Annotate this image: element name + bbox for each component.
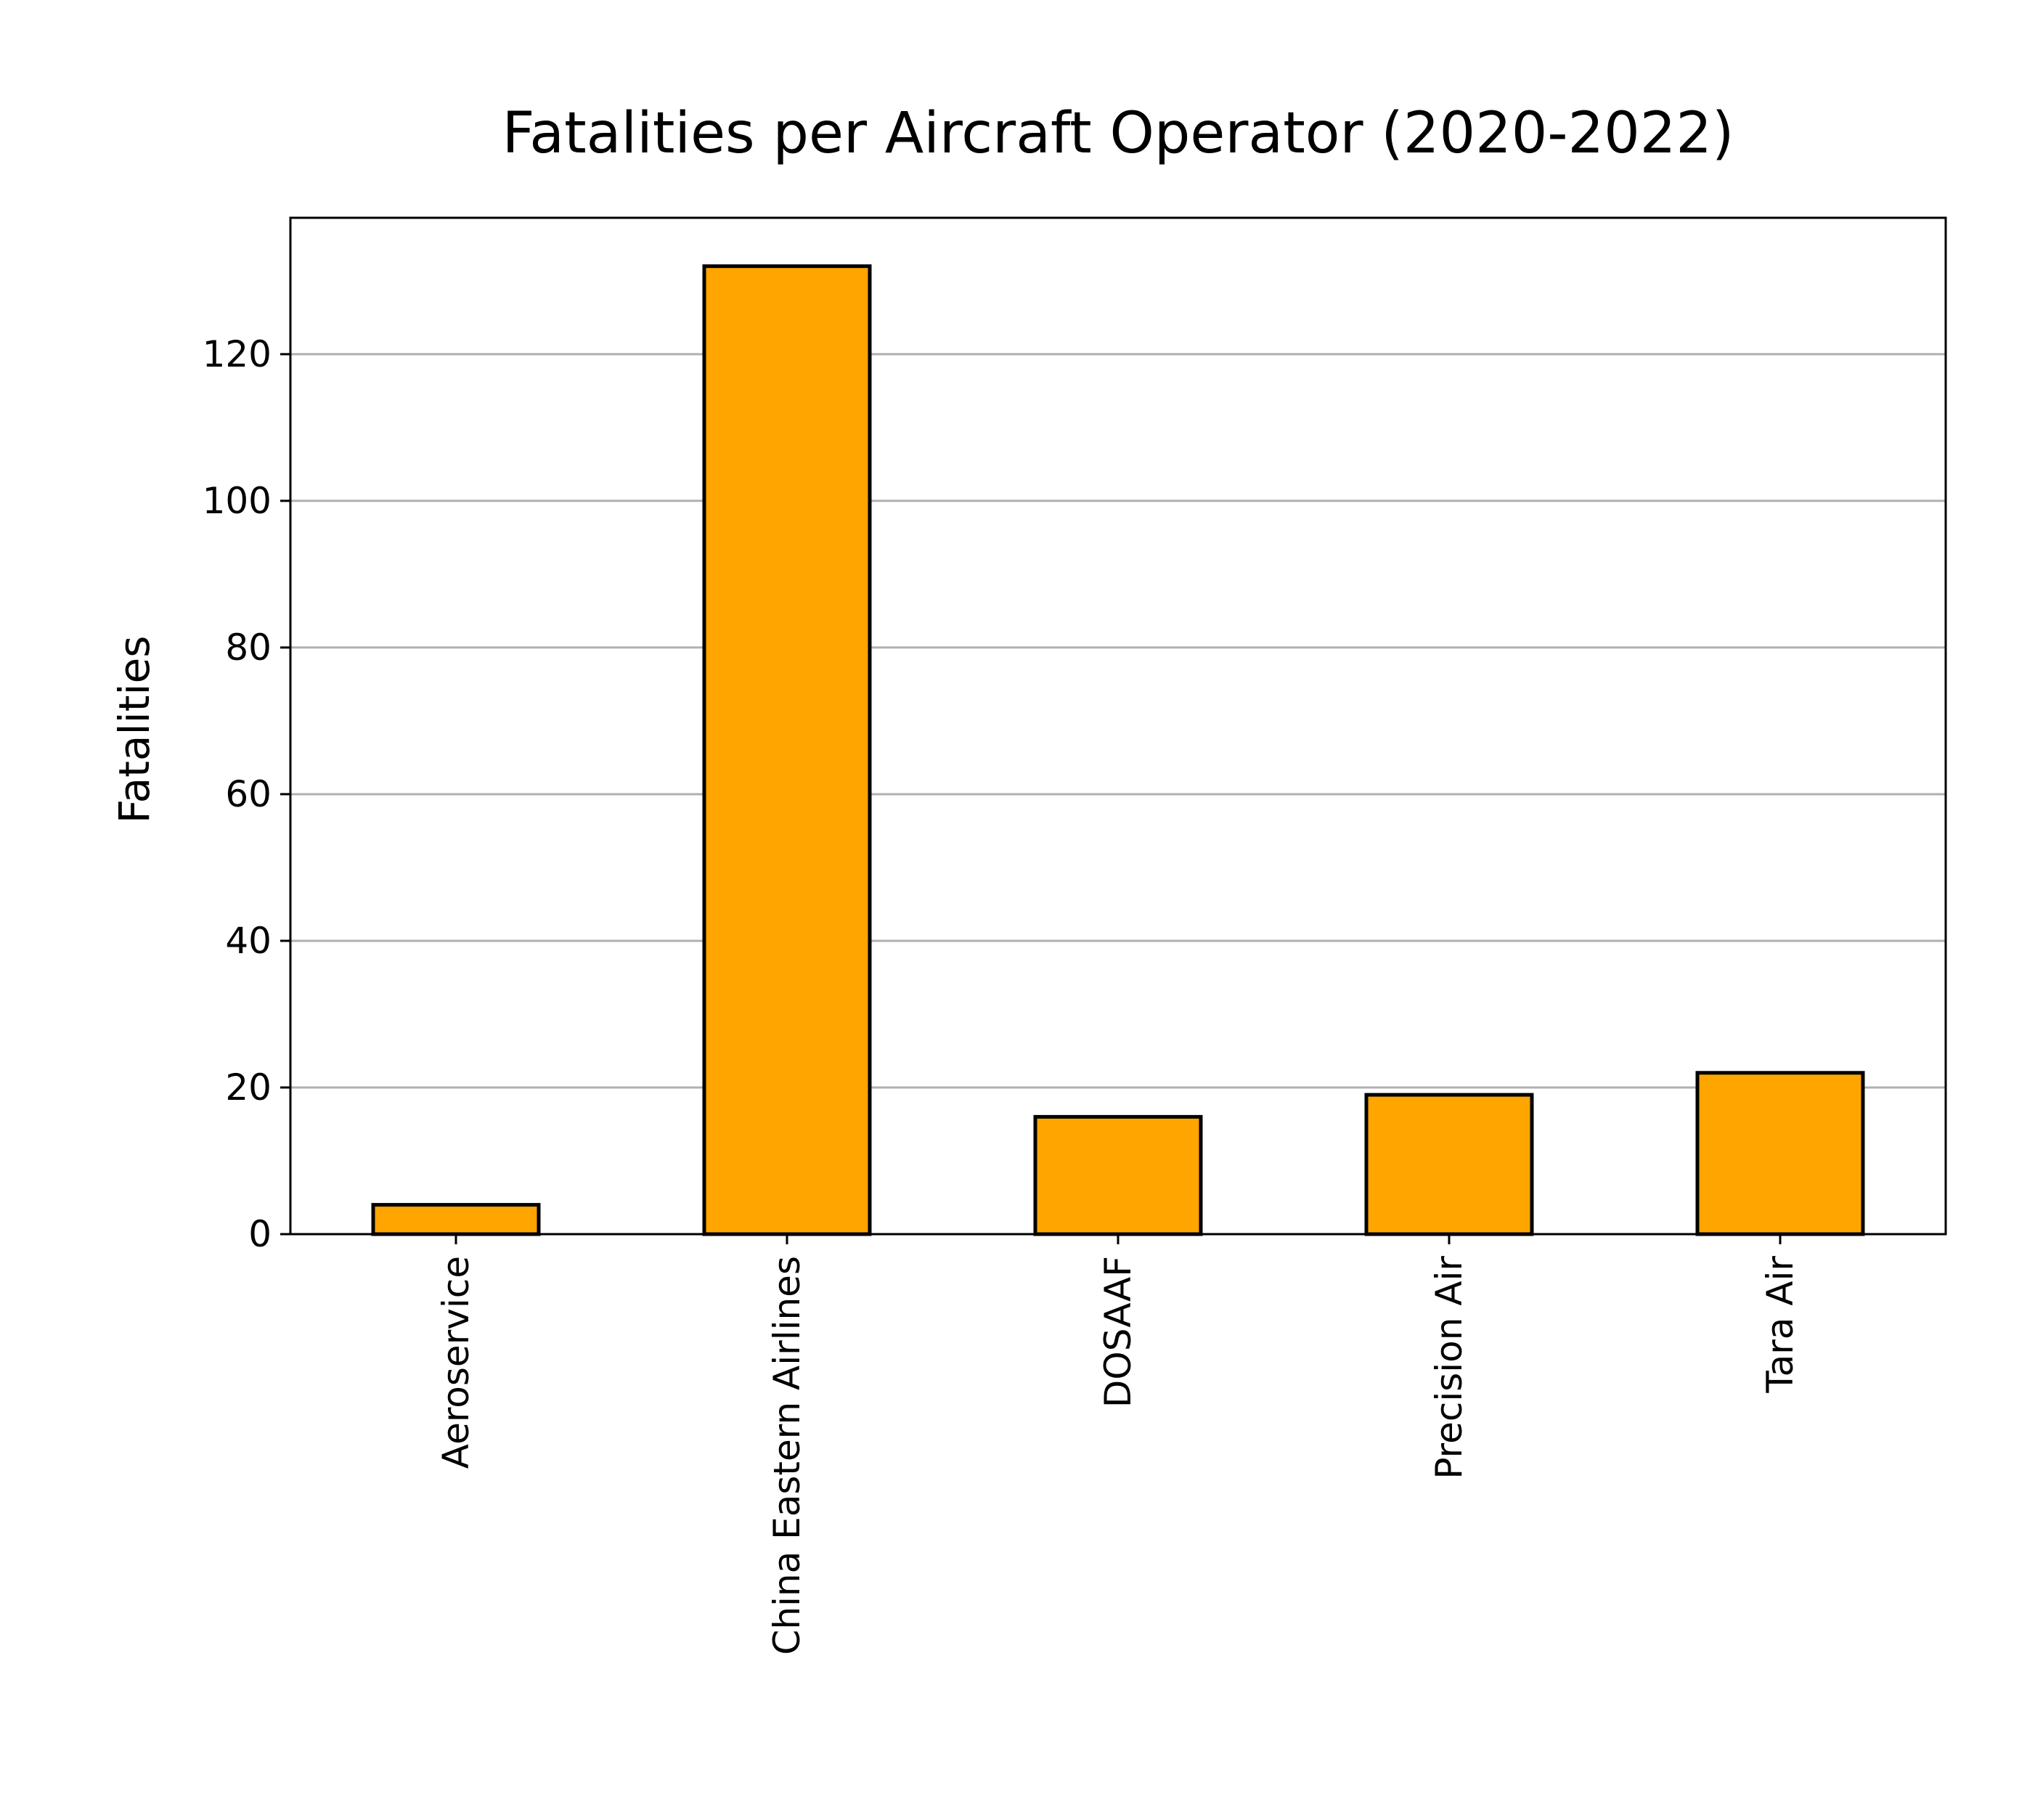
- y-tick-label: 120: [203, 333, 272, 375]
- bar-dosaaf: [1033, 1114, 1203, 1236]
- bar-aeroservice: [371, 1203, 541, 1236]
- y-tick-label: 40: [225, 920, 272, 962]
- x-tick-label: Tara Air: [1759, 1256, 1801, 1394]
- x-tick-label: Precision Air: [1428, 1256, 1470, 1480]
- y-tick-label: 100: [203, 480, 272, 522]
- y-tick-label: 60: [225, 773, 272, 815]
- bars: [371, 264, 1865, 1236]
- chart-title: Fatalities per Aircraft Operator (2020-2…: [502, 101, 1734, 166]
- x-tick-label: China Eastern Airlines: [766, 1256, 808, 1655]
- y-tick-label: 0: [248, 1213, 272, 1255]
- y-tick-label: 80: [225, 627, 272, 669]
- y-axis-ticks: 0 20 40 60 80 100 120: [203, 333, 290, 1255]
- y-axis-label: Fatalities: [110, 636, 159, 824]
- y-tick-label: 20: [225, 1066, 272, 1109]
- gridlines: [290, 353, 1946, 1089]
- bar-precision-air: [1364, 1093, 1534, 1236]
- bar-tara-air: [1695, 1071, 1865, 1236]
- x-axis-ticks: Aeroservice China Eastern Airlines DOSAAF P…: [435, 1234, 1801, 1655]
- x-tick-label: DOSAAF: [1097, 1256, 1139, 1408]
- x-tick-label: Aeroservice: [435, 1256, 477, 1469]
- bar-china-eastern-airlines: [702, 264, 872, 1236]
